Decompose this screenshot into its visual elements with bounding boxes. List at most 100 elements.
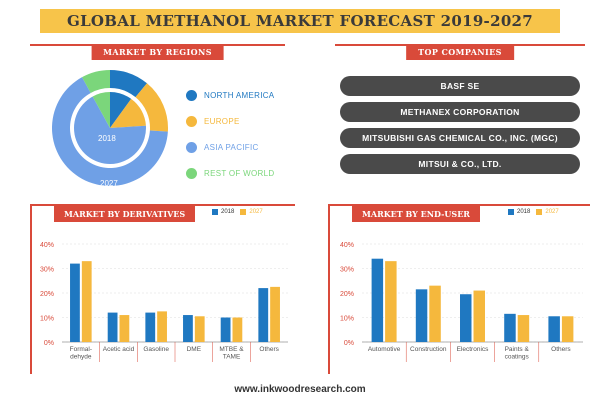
companies-header: TOP COMPANIES [335,44,585,60]
regions-header-label: MARKET BY REGIONS [91,44,224,60]
regions-legend: NORTH AMERICA EUROPE ASIA PACIFIC REST O… [186,82,274,186]
company-mitsui: MITSUI & CO., LTD. [340,154,580,174]
inner-year-label: 2018 [98,134,116,143]
x-category-label: DME [187,346,202,353]
bar-2027 [561,316,574,342]
y-tick-label: 0% [344,340,354,347]
legend-item-asia-pacific: ASIA PACIFIC [186,134,274,160]
bar-2018 [460,294,472,342]
enduser-frame [328,204,590,374]
legend-dot-asia-pacific [186,141,197,153]
x-category-label: Others [259,346,279,353]
legend-label-north-america: NORTH AMERICA [204,90,275,100]
companies-header-label: TOP COMPANIES [406,44,514,60]
y-tick-label: 30% [340,267,354,274]
bar-2018 [183,315,193,342]
donut-outer-slice-2 [52,77,168,186]
legend-item-rest-of-world: REST OF WORLD [186,160,274,186]
enduser-chart: 0% 10% 20% 30% 40% Automotive Construction Elec… [340,242,583,362]
legend-label-asia-pacific: ASIA PACIFIC [204,142,259,152]
donut-separator [70,88,150,168]
bar-2018 [371,258,384,342]
donut-inner-slice-0 [110,92,132,128]
donut-inner-slice-3 [92,92,110,128]
y-tick-label: 20% [40,291,54,298]
legend-swatch-2018 [212,209,218,215]
donut-outer-slice-3 [82,70,110,93]
donut-outer-slice-0 [110,70,147,98]
legend-label-europe: EUROPE [204,116,240,126]
bar-2018 [504,313,516,342]
bar-2018 [220,317,231,342]
companies-panel: TOP COMPANIES BASF SE METHANEX CORPORATI… [335,44,585,196]
x-category-label: MTBE & TAME [219,346,244,361]
derivatives-chart: 0% 10% 20% 30% 40% Formal-dehyde Acetic acid Ga… [40,242,288,362]
x-category-label: Construction [410,346,447,353]
bar-2027 [473,290,485,342]
derivatives-legend: 2018 2027 [206,209,263,215]
derivatives-frame [30,204,295,374]
bar-2027 [157,311,167,342]
legend-dot-rest-of-world [186,167,197,179]
legend-swatch-2027 [536,209,543,215]
footer-url: www.inkwoodresearch.com [234,384,366,395]
donut-outer-slice-1 [135,83,169,132]
y-tick-label: 20% [340,291,354,298]
title-bar: GLOBAL METHANOL MARKET FORECAST 2019-202… [40,9,560,33]
donut-inner-slice-2 [74,96,146,164]
bar-2018 [258,288,269,342]
bar-2018 [548,316,560,342]
x-category-label: Automotive [368,346,401,353]
bar-2027 [119,315,130,342]
company-basf: BASF SE [340,76,580,96]
company-methanex: METHANEX CORPORATION [340,102,580,122]
derivatives-title: MARKET BY DERIVATIVES [54,206,196,222]
enduser-legend: 2018 2027 [502,209,559,215]
enduser-title: MARKET BY END-USER [352,206,480,222]
y-tick-label: 10% [340,316,354,323]
enduser-panel: MARKET BY END-USER 2018 2027 0% 10% 20% 30%… [328,204,590,374]
y-tick-label: 30% [40,267,54,274]
x-category-label: Formal-dehyde [70,346,92,361]
y-tick-label: 40% [340,242,354,249]
x-category-label: Acetic acid [103,346,135,353]
outer-year-label: 2027 [100,179,118,188]
page-title: GLOBAL METHANOL MARKET FORECAST 2019-202… [66,12,534,30]
legend-label-2027: 2027 [545,209,559,215]
x-category-label: Gasoline [143,346,169,353]
y-tick-label: 40% [40,242,54,249]
x-category-label: Others [551,346,571,353]
legend-label-2018: 2018 [517,209,531,215]
regions-header: MARKET BY REGIONS [30,44,285,60]
legend-label-2027: 2027 [249,209,263,215]
donut-inner-ring [74,92,146,164]
legend-item-north-america: NORTH AMERICA [186,82,274,108]
bar-2027 [232,317,243,342]
donut-outer-ring [52,70,169,186]
bar-2018 [415,289,428,342]
legend-swatch-2027 [240,209,247,215]
regions-donut: 2018 2027 [52,70,169,188]
x-category-label: Electronics [457,346,490,353]
company-mitsubishi: MITSUBISHI GAS CHEMICAL CO., INC. (MGC) [340,128,580,148]
derivatives-panel: MARKET BY DERIVATIVES 2018 2027 0% 10% 20%… [30,204,295,374]
bar-2018 [145,312,156,342]
bar-2027 [194,316,205,342]
bar-2018 [107,312,118,342]
y-tick-label: 10% [40,316,54,323]
y-tick-label: 0% [44,340,54,347]
legend-label-rest-of-world: REST OF WORLD [204,168,275,178]
bar-2027 [517,315,530,342]
bar-2027 [429,285,441,342]
donut-inner-slice-1 [110,98,146,128]
bar-2018 [70,263,80,342]
bar-2027 [385,261,397,342]
bar-2027 [81,261,92,342]
legend-dot-europe [186,115,197,127]
x-category-label: Paints & coatings [505,346,530,361]
regions-panel: MARKET BY REGIONS 2018 2027 NORTH AMERIC… [30,44,285,196]
legend-label-2018: 2018 [221,209,235,215]
title-banner: GLOBAL METHANOL MARKET FORECAST 2019-202… [0,8,600,34]
legend-item-europe: EUROPE [186,108,274,134]
legend-dot-north-america [186,89,197,101]
